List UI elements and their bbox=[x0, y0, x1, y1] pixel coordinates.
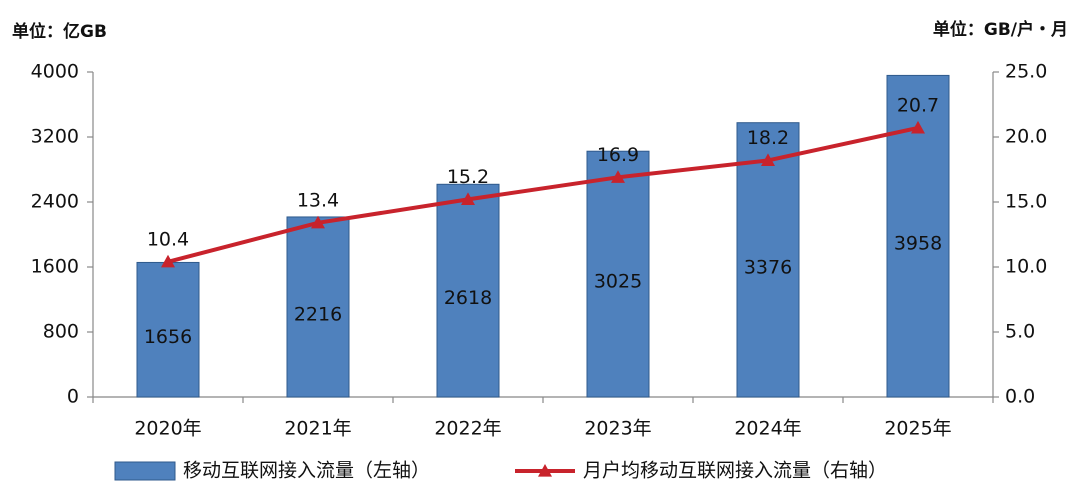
bar bbox=[136, 261, 200, 398]
line-marker bbox=[761, 153, 775, 166]
y-tick-label: 1600 bbox=[31, 256, 79, 278]
y2-tick-label: 5.0 bbox=[1005, 321, 1035, 343]
bar-value-label: 3025 bbox=[594, 271, 642, 293]
line-marker bbox=[911, 120, 925, 134]
line-value-label: 20.7 bbox=[897, 94, 939, 116]
right-unit-label: 单位：GB/户・月 bbox=[933, 19, 1068, 40]
bar bbox=[586, 150, 650, 398]
left-unit-label: 单位：亿GB bbox=[12, 21, 107, 42]
y2-tick-label: 10.0 bbox=[1005, 256, 1047, 278]
x-tick-label: 2021年 bbox=[284, 418, 351, 440]
bar bbox=[436, 183, 500, 398]
legend-swatch bbox=[114, 461, 176, 481]
line-marker bbox=[611, 170, 625, 183]
x-tick-label: 2022年 bbox=[434, 418, 501, 440]
legend-label: 月户均移动互联网接入流量（右轴） bbox=[583, 460, 887, 482]
bar bbox=[736, 122, 800, 398]
bar-value-label: 2618 bbox=[444, 287, 492, 309]
legend-label: 移动互联网接入流量（左轴） bbox=[183, 460, 430, 482]
bar-value-label: 3958 bbox=[894, 233, 942, 255]
y2-tick-label: 20.0 bbox=[1005, 126, 1047, 148]
y-tick-label: 0 bbox=[67, 386, 79, 408]
line bbox=[167, 125, 919, 264]
line-value-label: 18.2 bbox=[747, 127, 789, 149]
y-tick-label: 4000 bbox=[31, 61, 79, 83]
bar-value-label: 3376 bbox=[744, 256, 792, 278]
y-tick-label: 800 bbox=[43, 321, 79, 343]
legend-marker bbox=[538, 464, 552, 477]
y2-tick-label: 15.0 bbox=[1005, 191, 1047, 213]
x-tick-label: 2024年 bbox=[734, 418, 801, 440]
y-tick-label: 3200 bbox=[31, 126, 79, 148]
y2-tick-label: 25.0 bbox=[1005, 61, 1047, 83]
x-tick-label: 2023年 bbox=[584, 418, 651, 440]
y2-tick-label: 0.0 bbox=[1005, 386, 1035, 408]
bar-value-label: 2216 bbox=[294, 303, 342, 325]
bar-value-label: 1656 bbox=[144, 326, 192, 348]
y-tick-label: 2400 bbox=[31, 191, 79, 213]
bar bbox=[286, 216, 350, 398]
line-marker bbox=[461, 192, 475, 205]
line-marker bbox=[161, 254, 175, 268]
line-value-label: 13.4 bbox=[297, 189, 339, 211]
line-value-label: 16.9 bbox=[597, 144, 639, 166]
x-tick-label: 2025年 bbox=[884, 418, 951, 440]
line-value-label: 15.2 bbox=[447, 166, 489, 188]
line-marker bbox=[311, 215, 325, 229]
x-tick-label: 2020年 bbox=[134, 418, 201, 440]
line-value-label: 10.4 bbox=[147, 228, 189, 250]
